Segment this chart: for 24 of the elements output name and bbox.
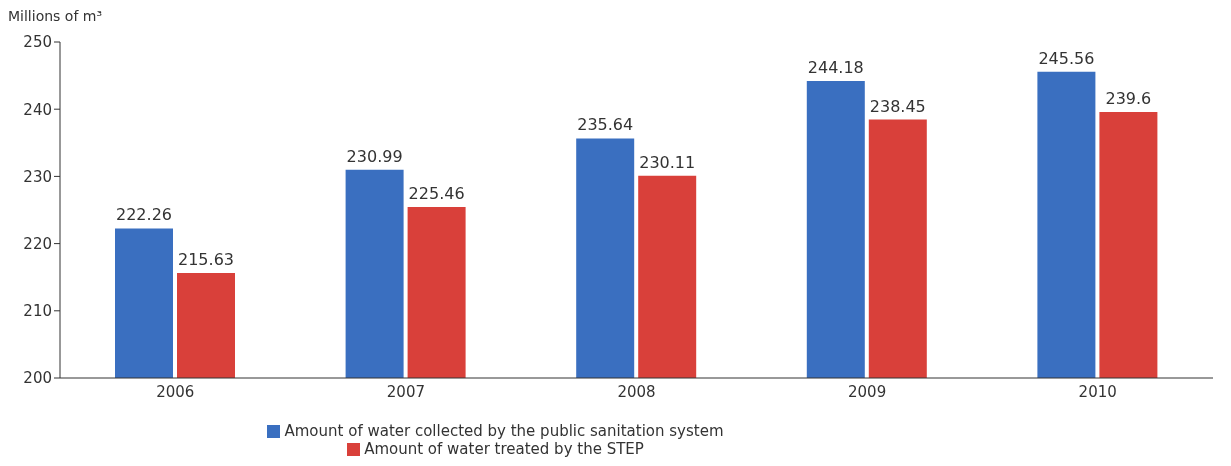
y-tick-label: 230 [23, 167, 52, 186]
x-tick-label: 2006 [156, 382, 195, 401]
legend-label: Amount of water collected by the public sanitation system [284, 422, 724, 440]
data-label: 230.99 [346, 146, 403, 166]
legend-label: Amount of water treated by the STEP [364, 440, 644, 458]
data-label: 239.6 [1105, 88, 1152, 108]
y-tick-label: 220 [23, 234, 52, 253]
data-label: 215.63 [178, 249, 234, 269]
y-tick-label: 240 [23, 100, 52, 119]
data-label: 235.64 [577, 115, 634, 135]
data-label: 238.45 [869, 96, 926, 116]
data-label: 245.56 [1038, 48, 1095, 68]
data-label: 230.11 [639, 152, 696, 172]
x-tick-label: 2007 [386, 382, 425, 401]
y-axis-title: Millions of m³ [8, 8, 103, 24]
x-tick-label: 2008 [617, 382, 656, 401]
y-tick-label: 200 [23, 369, 52, 388]
data-label: 222.26 [116, 205, 172, 225]
x-tick-label: 2010 [1078, 382, 1117, 401]
data-label: 244.18 [807, 58, 864, 78]
y-tick-label: 250 [23, 33, 52, 52]
y-tick-label: 210 [23, 302, 52, 321]
x-tick-label: 2009 [848, 382, 887, 401]
data-label: 225.46 [408, 183, 465, 203]
